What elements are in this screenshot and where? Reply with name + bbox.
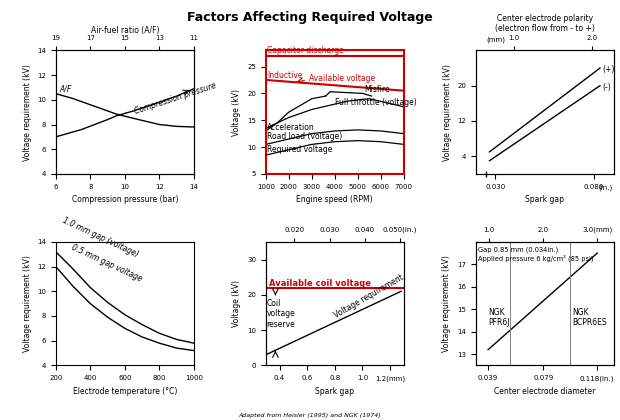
Text: (+): (+) <box>602 66 614 74</box>
Text: Available voltage: Available voltage <box>309 74 376 83</box>
Text: Compression pressure: Compression pressure <box>133 81 218 116</box>
Text: Full throttle (voltage): Full throttle (voltage) <box>335 98 417 107</box>
Y-axis label: Voltage requirement (kV): Voltage requirement (kV) <box>22 255 32 352</box>
Y-axis label: Voltage requirement (kV): Voltage requirement (kV) <box>443 64 451 160</box>
Text: Capacitor discharge: Capacitor discharge <box>267 46 343 55</box>
X-axis label: Engine speed (RPM): Engine speed (RPM) <box>296 195 373 204</box>
Text: NGK
PFR6J: NGK PFR6J <box>488 307 510 327</box>
Text: Voltage requirement: Voltage requirement <box>332 273 405 320</box>
Text: Inductive: Inductive <box>267 71 303 80</box>
Title: Center electrode polarity
(electron flow from - to +): Center electrode polarity (electron flow… <box>495 14 595 33</box>
Text: A/F: A/F <box>60 84 71 93</box>
Text: Road load (voltage): Road load (voltage) <box>267 132 342 141</box>
Text: (-): (-) <box>602 83 611 92</box>
Text: (mm): (mm) <box>487 37 505 43</box>
Y-axis label: Voltage (kV): Voltage (kV) <box>232 89 241 136</box>
Y-axis label: Voltage requirement (kV): Voltage requirement (kV) <box>443 255 451 352</box>
Text: Required voltage: Required voltage <box>267 145 332 155</box>
Text: (in.): (in.) <box>598 184 613 191</box>
Text: Coil
voltage
reserve: Coil voltage reserve <box>267 299 295 328</box>
Text: Acceleration: Acceleration <box>267 123 314 132</box>
Text: Available coil voltage: Available coil voltage <box>268 279 371 288</box>
Text: Misfire: Misfire <box>365 85 391 94</box>
X-axis label: Center electrode diameter: Center electrode diameter <box>494 387 595 396</box>
Y-axis label: Voltage requirement (kV): Voltage requirement (kV) <box>22 64 32 160</box>
Text: Gap 0.85 mm (0.034in.)
Applied pressure 6 kg/cm² (85 psi): Gap 0.85 mm (0.034in.) Applied pressure … <box>479 247 594 262</box>
Text: Factors Affecting Required Voltage: Factors Affecting Required Voltage <box>187 10 433 24</box>
X-axis label: Electrode temperature (°C): Electrode temperature (°C) <box>73 387 177 396</box>
X-axis label: Spark gap: Spark gap <box>316 387 354 396</box>
X-axis label: Compression pressure (bar): Compression pressure (bar) <box>71 195 178 204</box>
Text: NGK
BCPR6ES: NGK BCPR6ES <box>572 307 607 327</box>
Text: Adapted from Heisler (1995) and NGK (1974): Adapted from Heisler (1995) and NGK (197… <box>239 413 381 418</box>
X-axis label: Spark gap: Spark gap <box>525 195 564 204</box>
Y-axis label: Voltage (kV): Voltage (kV) <box>232 280 241 327</box>
Text: 0.5 mm gap voltage: 0.5 mm gap voltage <box>69 243 143 284</box>
Text: 1.0 mm gap (voltage): 1.0 mm gap (voltage) <box>61 215 140 259</box>
X-axis label: Air-fuel ratio (A/F): Air-fuel ratio (A/F) <box>91 26 159 34</box>
